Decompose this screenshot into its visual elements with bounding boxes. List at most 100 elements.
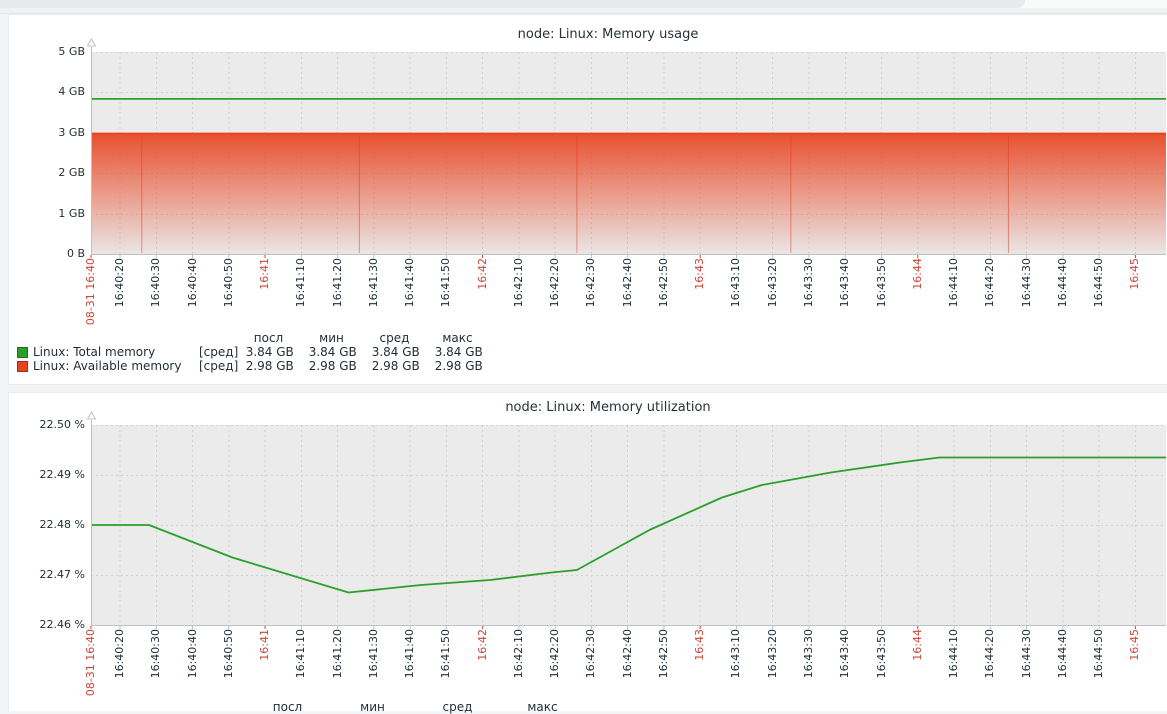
x-axis-label: 16:42:10 bbox=[511, 629, 525, 679]
legend-stat-header: макс bbox=[527, 700, 558, 714]
legend-row: Linux: Total memory [сред] 3.84 GB 3.84 GB 3… bbox=[9, 346, 490, 359]
x-axis-label: 16:42:30 bbox=[584, 629, 598, 679]
x-axis-label: 16:40:40 bbox=[185, 258, 199, 308]
x-axis-label: 16:42 bbox=[475, 258, 489, 290]
y-axis-label: 22.49 % bbox=[39, 468, 85, 481]
series-area-available-memory bbox=[91, 133, 1166, 254]
legend-stat-value: 2.98 GB bbox=[245, 359, 294, 373]
x-axis-label: 16:43 bbox=[693, 629, 707, 661]
legend-stat-value: 2.98 GB bbox=[434, 359, 483, 373]
y-axis-label: 2 GB bbox=[58, 166, 85, 179]
x-axis-label: 16:40:20 bbox=[113, 258, 126, 308]
panel-memory-utilization: node: Linux: Memory utilization 22.46 % 2… bbox=[8, 392, 1167, 714]
x-axis-label: 16:41:20 bbox=[330, 629, 344, 679]
x-axis-label: 16:43:30 bbox=[802, 258, 815, 308]
x-axis-label: 16:44:10 bbox=[947, 629, 961, 679]
legend-stat-value: 3.84 GB bbox=[308, 345, 357, 359]
x-axis-label: 16:44:30 bbox=[1019, 629, 1033, 679]
legend-header-row: посл мин сред макс bbox=[9, 701, 585, 714]
x-axis-label: 16:43:40 bbox=[838, 258, 852, 308]
x-axis-label: 16:41:10 bbox=[294, 258, 308, 308]
x-axis-label: 16:41:20 bbox=[330, 258, 344, 308]
x-axis-label: 16:41 bbox=[258, 258, 272, 290]
x-axis-label: 16:44:10 bbox=[947, 258, 961, 308]
legend-color-swatch bbox=[17, 347, 28, 358]
x-axis-label: 16:43 bbox=[693, 258, 707, 290]
legend-header-row: посл мин сред макс bbox=[9, 332, 489, 345]
y-axis-arrow-icon bbox=[86, 410, 97, 420]
x-axis-label: 08-31 16:40 bbox=[84, 629, 97, 697]
x-axis-label: 16:41:30 bbox=[366, 258, 380, 308]
legend-stat-header: мин bbox=[360, 700, 385, 714]
y-axis-label: 0 B bbox=[66, 247, 85, 260]
chart-title-memory-usage: node: Linux: Memory usage bbox=[517, 27, 699, 42]
x-axis-label: 16:40:20 bbox=[113, 629, 126, 679]
x-axis-label: 16:40:50 bbox=[221, 629, 235, 679]
x-axis-label: 16:43:50 bbox=[874, 629, 888, 679]
x-axis-label: 16:41 bbox=[258, 629, 272, 661]
x-axis-label: 16:43:40 bbox=[838, 629, 852, 679]
legend-stat-value: 2.98 GB bbox=[371, 359, 420, 373]
x-axis-label: 16:42:40 bbox=[620, 629, 634, 679]
legend-stat-value: 3.84 GB bbox=[245, 345, 294, 359]
series-line-linux-memory-utilization bbox=[91, 456, 1166, 594]
chart-canvas-2 bbox=[86, 410, 1166, 629]
x-axis-label: 16:41:40 bbox=[403, 258, 417, 308]
chart-title-memory-utilization: node: Linux: Memory utilization bbox=[505, 400, 711, 415]
x-axis-label: 16:42:50 bbox=[656, 258, 670, 308]
x-axis-label: 16:42:50 bbox=[656, 629, 670, 679]
panel-memory-usage: node: Linux: Memory usage 0 B 1 GB 2 GB 3 G… bbox=[8, 14, 1167, 385]
x-axis-label: 16:45 bbox=[1128, 258, 1142, 290]
x-axis-label: 16:41:50 bbox=[439, 629, 453, 679]
x-axis-label: 16:44:50 bbox=[1092, 629, 1106, 679]
top-scroll-bar[interactable] bbox=[0, 0, 1025, 8]
x-axis-label: 16:42:10 bbox=[511, 258, 525, 308]
top-band bbox=[0, 8, 1167, 14]
x-axis-label: 08-31 16:40 bbox=[84, 258, 97, 326]
legend-series-name: Linux: Total memory bbox=[33, 345, 156, 359]
x-axis-label: 16:44:40 bbox=[1055, 258, 1069, 308]
y-axis-label: 22.50 % bbox=[39, 418, 85, 431]
legend-row: Linux: Available memory [сред] 2.98 GB 2.98… bbox=[9, 360, 490, 373]
legend-stat-header: сред bbox=[379, 331, 410, 345]
x-axis-label: 16:40:50 bbox=[221, 258, 235, 308]
top-strip bbox=[0, 0, 1167, 8]
x-axis-label: 16:44 bbox=[910, 258, 924, 290]
legend-stat-value: 2.98 GB bbox=[308, 359, 357, 373]
x-axis-label: 16:42:20 bbox=[548, 258, 562, 308]
legend-stat-header: макс bbox=[442, 331, 473, 345]
x-axis-label: 16:42 bbox=[475, 629, 489, 661]
x-axis-label: 16:43:50 bbox=[874, 258, 888, 308]
x-axis-label: 16:43:10 bbox=[729, 629, 743, 679]
y-axis-label: 22.48 % bbox=[39, 518, 85, 531]
y-axis-label: 22.47 % bbox=[39, 568, 85, 581]
legend-stat-header: сред bbox=[442, 700, 473, 714]
x-axis-label: 16:41:30 bbox=[366, 629, 380, 679]
legend-aggregation: [сред] bbox=[199, 359, 239, 373]
legend-swatch-cell bbox=[17, 347, 33, 358]
y-axis-arrow-icon bbox=[86, 37, 97, 47]
legend-stat-header: посл bbox=[272, 700, 303, 714]
x-axis-label: 16:40:30 bbox=[149, 629, 163, 679]
x-axis-label: 16:44:40 bbox=[1055, 629, 1069, 679]
legend-swatch-cell bbox=[17, 361, 33, 372]
x-axis-label: 16:43:20 bbox=[765, 629, 779, 679]
legend-stat-value: 3.84 GB bbox=[371, 345, 420, 359]
x-axis-label: 16:43:10 bbox=[729, 258, 743, 308]
x-axis-label: 16:44:20 bbox=[983, 258, 997, 308]
x-axis-label: 16:44:50 bbox=[1092, 258, 1106, 308]
x-axis-label: 16:41:50 bbox=[439, 258, 453, 308]
x-axis-label: 16:44:30 bbox=[1019, 258, 1033, 308]
x-axis-label: 16:40:40 bbox=[185, 629, 199, 679]
chart-canvas-1 bbox=[86, 37, 1166, 258]
y-axis-label: 5 GB bbox=[58, 45, 85, 58]
x-axis-label: 16:42:20 bbox=[548, 629, 562, 679]
x-axis-label: 16:41:10 bbox=[294, 629, 308, 679]
y-axis-label: 3 GB bbox=[58, 126, 85, 139]
y-axis-label: 22.46 % bbox=[39, 618, 85, 631]
x-axis-label: 16:44 bbox=[910, 629, 924, 661]
legend-stat-header: посл bbox=[253, 331, 284, 345]
legend-aggregation: [сред] bbox=[199, 345, 239, 359]
x-axis-label: 16:45 bbox=[1128, 629, 1142, 661]
